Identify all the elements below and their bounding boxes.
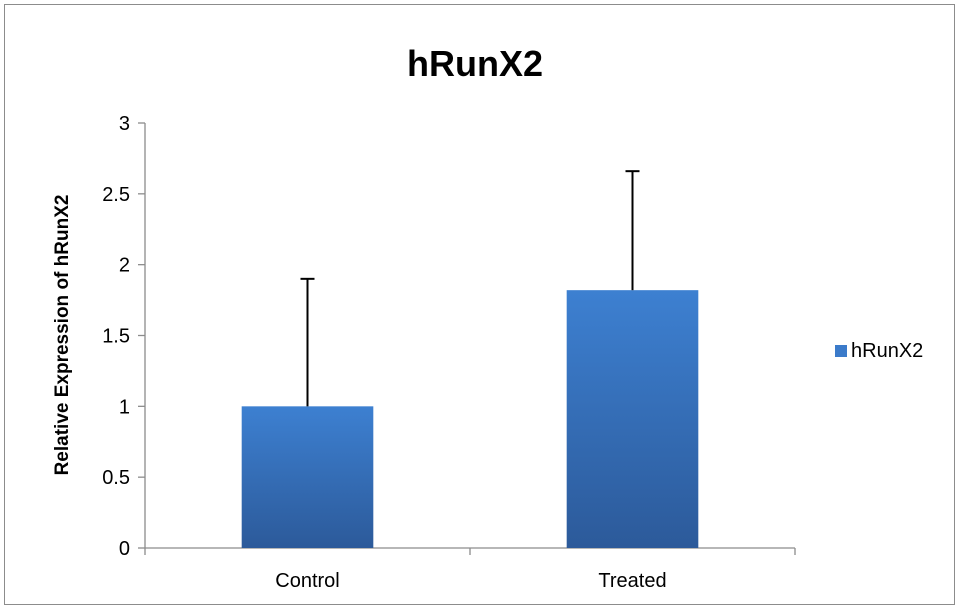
legend-label: hRunX2 <box>851 340 923 362</box>
x-tick-label: Treated <box>598 570 666 592</box>
y-tick-label: 0 <box>119 538 130 560</box>
chart-title: hRunX2 <box>407 43 543 84</box>
y-tick-label: 0.5 <box>102 467 130 489</box>
y-tick-label: 2.5 <box>102 184 130 206</box>
legend: hRunX2 <box>835 340 923 362</box>
y-tick-label: 2 <box>119 255 130 277</box>
y-axis-label: Relative Expression of hRunX2 <box>52 195 73 476</box>
x-tick-label: Control <box>275 570 339 592</box>
chart-area <box>4 4 955 605</box>
y-tick-label: 3 <box>119 113 130 135</box>
legend-swatch <box>835 345 847 357</box>
y-tick-label: 1 <box>119 396 130 418</box>
bar-control <box>241 406 374 548</box>
bar-treated <box>566 290 699 548</box>
y-tick-label: 1.5 <box>102 326 130 348</box>
